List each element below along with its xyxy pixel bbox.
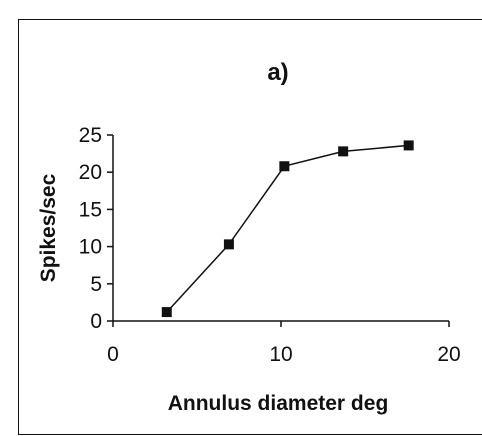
x-axis-ticks: 0 10 20 — [107, 321, 461, 366]
y-axis-ticks: 0 5 10 15 20 25 — [79, 124, 113, 333]
data-point-marker — [161, 307, 172, 318]
x-tick-label: 20 — [437, 343, 460, 366]
data-point-marker — [338, 146, 349, 157]
data-point-marker — [223, 239, 234, 250]
y-tick-label: 5 — [90, 273, 102, 296]
y-tick-label: 20 — [79, 161, 102, 184]
y-axis-label: Spikes/sec — [37, 173, 60, 282]
x-axis-label: Annulus diameter deg — [168, 392, 389, 415]
data-point-marker — [279, 161, 290, 172]
y-tick-label: 25 — [79, 124, 102, 147]
chart-title: a) — [267, 59, 288, 86]
data-point-marker — [403, 140, 414, 151]
chart-frame — [18, 19, 482, 435]
series-markers — [161, 140, 414, 318]
x-tick-label: 10 — [269, 343, 292, 366]
y-tick-label: 0 — [90, 310, 102, 333]
y-tick-label: 10 — [79, 236, 102, 259]
x-tick-label: 0 — [107, 343, 119, 366]
y-tick-label: 15 — [79, 198, 102, 221]
